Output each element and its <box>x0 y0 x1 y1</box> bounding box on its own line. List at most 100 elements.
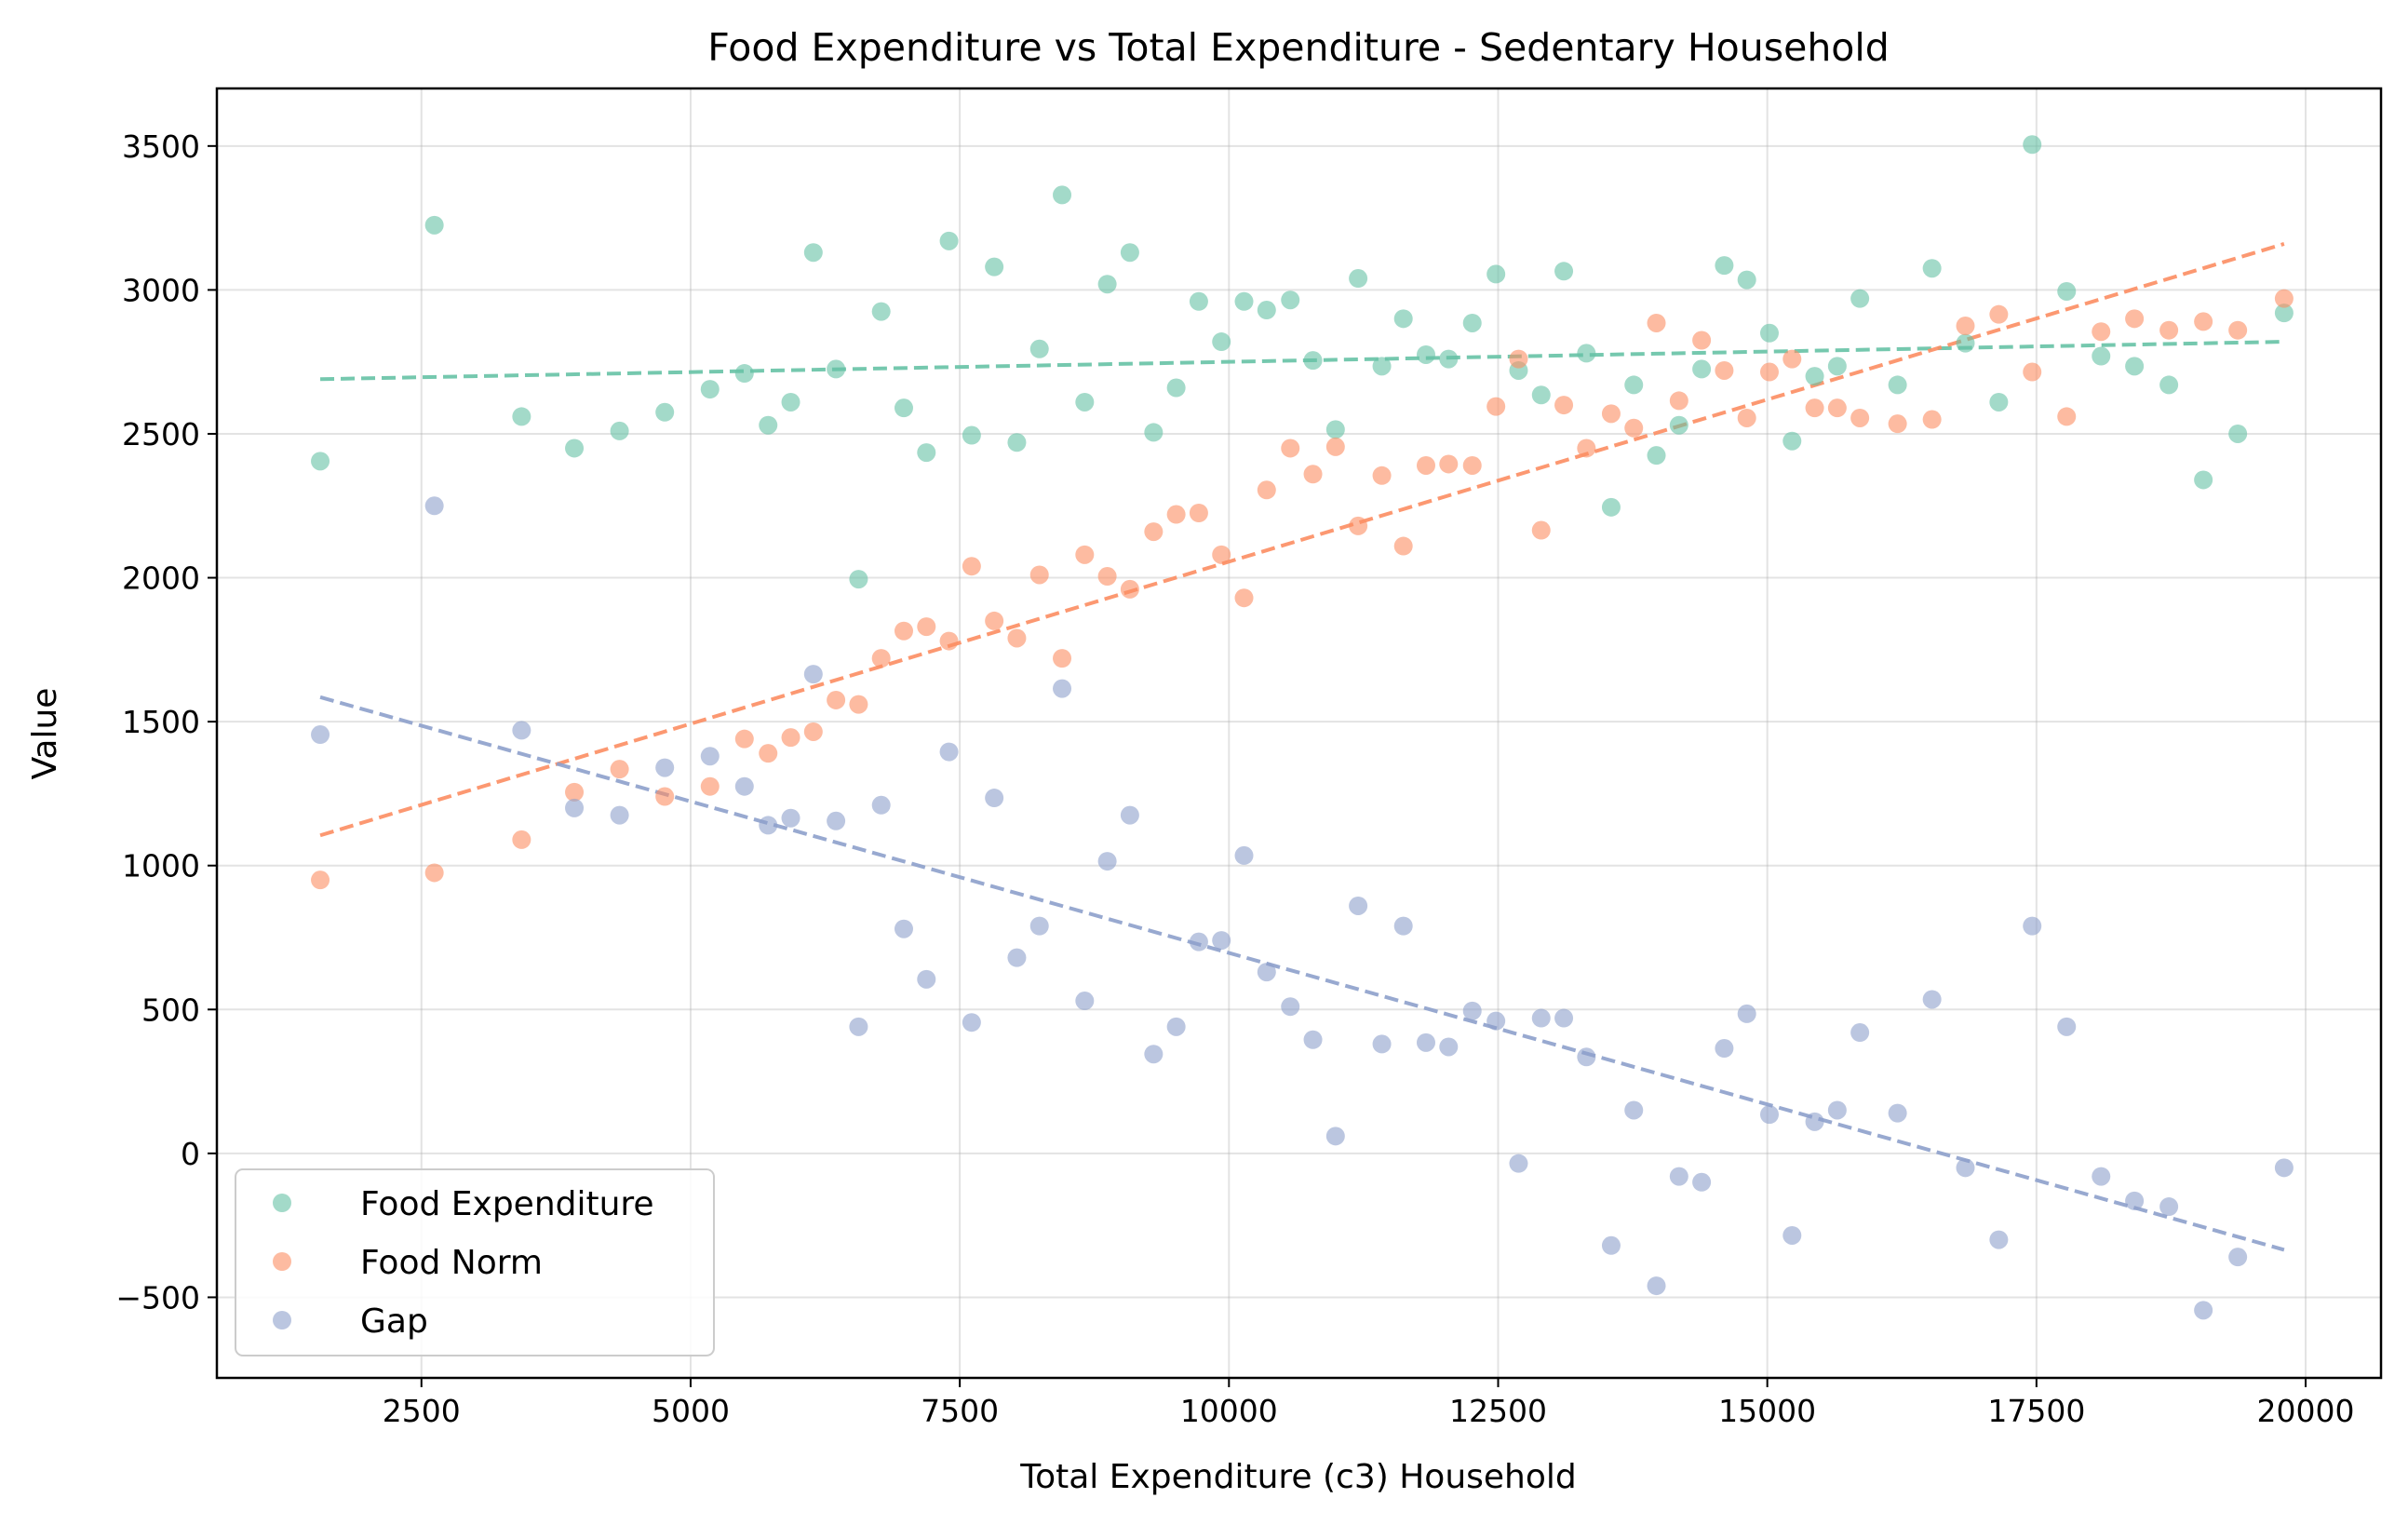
point-food-norm <box>2228 320 2248 340</box>
point-food-norm <box>803 722 823 741</box>
trend-line-gap <box>319 695 2285 1252</box>
y-tick-label: 1000 <box>122 848 200 884</box>
point-food-norm <box>1647 313 1666 332</box>
point-food-norm <box>734 729 754 749</box>
point-gap <box>610 805 629 825</box>
point-gap <box>917 969 936 989</box>
point-food-norm <box>1303 465 1323 484</box>
point-food-expenditure <box>1053 185 1072 205</box>
point-food-norm <box>565 782 585 802</box>
x-tick-label: 5000 <box>652 1393 730 1429</box>
point-food-expenditure <box>2274 304 2294 323</box>
point-gap <box>2057 1017 2077 1036</box>
point-gap <box>1487 1011 1506 1031</box>
point-gap <box>1349 896 1368 915</box>
point-food-expenditure <box>917 443 936 463</box>
point-food-expenditure <box>1715 256 1734 276</box>
point-gap <box>1144 1045 1164 1064</box>
legend-marker-food-norm <box>273 1252 291 1271</box>
point-food-norm <box>700 776 720 796</box>
point-food-norm <box>1531 520 1551 540</box>
point-food-expenditure <box>512 407 531 426</box>
point-food-expenditure <box>1989 392 2009 412</box>
point-food-norm <box>1827 398 1847 418</box>
point-food-norm <box>2092 322 2111 342</box>
point-food-expenditure <box>2125 357 2145 376</box>
point-gap <box>962 1013 981 1032</box>
point-food-norm <box>1189 503 1208 522</box>
point-gap <box>1007 948 1027 967</box>
point-food-expenditure <box>1827 357 1847 376</box>
point-gap <box>1554 1008 1574 1028</box>
point-food-expenditure <box>871 302 891 321</box>
point-food-expenditure <box>803 243 823 263</box>
point-food-expenditure <box>1850 289 1870 308</box>
point-gap <box>655 758 675 777</box>
point-gap <box>1669 1167 1688 1186</box>
point-gap <box>1097 852 1117 871</box>
point-gap <box>512 721 531 740</box>
point-food-expenditure <box>734 364 754 384</box>
point-food-expenditure <box>1759 323 1779 343</box>
point-food-norm <box>871 649 891 668</box>
point-food-norm <box>2274 289 2294 308</box>
point-food-expenditure <box>1487 264 1506 284</box>
point-food-expenditure <box>655 402 675 422</box>
point-food-expenditure <box>610 421 629 440</box>
point-food-expenditure <box>2194 470 2213 490</box>
point-gap <box>985 789 1004 808</box>
point-gap <box>2092 1167 2111 1186</box>
point-gap <box>2023 916 2042 936</box>
chart-title: Food Expenditure vs Total Expenditure - … <box>707 25 1890 70</box>
point-gap <box>1509 1154 1528 1173</box>
y-axis-label: Value <box>26 688 64 780</box>
point-food-norm <box>655 787 675 806</box>
point-gap <box>1303 1030 1323 1049</box>
x-tick-label: 7500 <box>921 1393 999 1429</box>
point-gap <box>1782 1225 1802 1245</box>
point-food-norm <box>1692 331 1712 350</box>
point-food-norm <box>1372 466 1392 485</box>
point-food-expenditure <box>2228 424 2248 443</box>
point-food-expenditure <box>1075 392 1095 412</box>
point-gap <box>424 496 444 516</box>
point-gap <box>565 798 585 817</box>
point-gap <box>1956 1158 1975 1178</box>
x-tick-label: 15000 <box>1718 1393 1816 1429</box>
point-food-norm <box>1097 567 1117 587</box>
point-gap <box>1075 992 1095 1011</box>
point-food-expenditure <box>1669 415 1688 435</box>
point-food-norm <box>2194 312 2213 331</box>
point-food-expenditure <box>985 257 1004 277</box>
point-food-norm <box>1349 516 1368 535</box>
y-tick-label: 0 <box>181 1136 200 1172</box>
point-food-norm <box>917 617 936 637</box>
point-food-expenditure <box>1782 431 1802 451</box>
point-gap <box>871 795 891 815</box>
point-food-norm <box>1439 454 1459 474</box>
y-tick-label: 3000 <box>122 272 200 308</box>
point-gap <box>1416 1032 1435 1052</box>
point-food-norm <box>2159 320 2179 340</box>
point-gap <box>1692 1172 1712 1192</box>
point-gap <box>939 742 959 762</box>
point-food-norm <box>1956 317 1975 336</box>
point-food-norm <box>1805 398 1824 418</box>
point-food-expenditure <box>1007 433 1027 452</box>
point-gap <box>1922 990 1942 1009</box>
point-gap <box>2228 1248 2248 1267</box>
point-food-expenditure <box>1325 420 1345 439</box>
point-food-norm <box>2125 309 2145 329</box>
point-food-expenditure <box>1257 301 1276 320</box>
point-food-norm <box>1601 404 1621 424</box>
point-food-norm <box>2023 362 2042 382</box>
y-tick-label: 1500 <box>122 704 200 740</box>
point-food-expenditure <box>1189 291 1208 311</box>
legend-box <box>235 1168 715 1356</box>
point-food-expenditure <box>1577 344 1596 363</box>
point-gap <box>734 776 754 796</box>
point-food-expenditure <box>939 231 959 250</box>
point-gap <box>849 1017 868 1036</box>
y-tick-label: 2500 <box>122 416 200 452</box>
point-food-norm <box>610 760 629 779</box>
